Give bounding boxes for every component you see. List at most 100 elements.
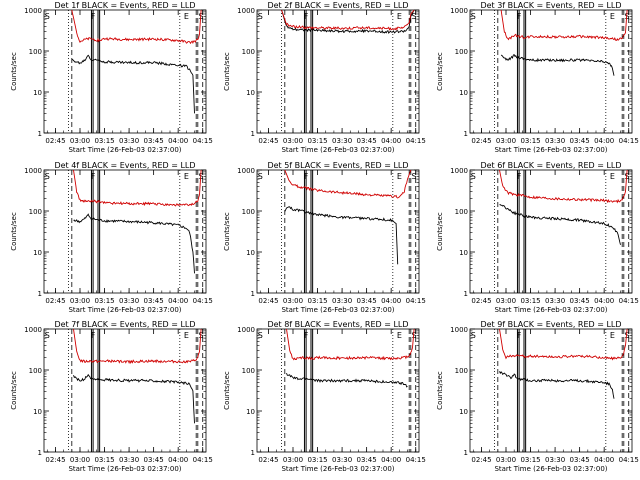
x-axis-label: Start Time (26-Feb-03 02:37:00) xyxy=(494,306,607,314)
x-tick-label: 03:00 xyxy=(70,137,90,145)
y-tick-label: 10 xyxy=(33,89,42,97)
x-tick-label: 03:15 xyxy=(520,297,540,305)
y-tick-label: 10 xyxy=(246,408,255,416)
interval-marker-label: F xyxy=(91,172,96,181)
y-tick-label: 1000 xyxy=(24,7,42,15)
y-tick-label: 1000 xyxy=(237,7,255,15)
interval-marker-label: E xyxy=(397,172,402,181)
panel-det-4: Det 4f BLACK = Events, RED = LLD 1 10 100 10… xyxy=(10,161,213,314)
x-tick-label: 04:00 xyxy=(594,456,614,464)
x-tick-label: 04:00 xyxy=(168,137,188,145)
panel-det-9: Det 9f BLACK = Events, RED = LLD 1 10 100 10… xyxy=(436,320,639,473)
x-tick-label: 03:15 xyxy=(307,137,327,145)
y-axis-label: Counts/sec xyxy=(10,52,18,91)
series-events-line xyxy=(73,373,195,424)
x-tick-label: 04:15 xyxy=(406,297,426,305)
x-tick-label: 04:00 xyxy=(168,297,188,305)
x-axis-label: Start Time (26-Feb-03 02:37:00) xyxy=(68,465,181,473)
series-lld-line xyxy=(71,9,202,45)
series-lld-line xyxy=(286,328,415,361)
y-tick-label: 10 xyxy=(33,249,42,257)
x-tick-label: 03:15 xyxy=(94,297,114,305)
y-tick-label: 1 xyxy=(251,130,255,138)
y-tick-label: 100 xyxy=(242,367,255,375)
x-tick-label: 04:15 xyxy=(193,456,213,464)
x-axis-label: Start Time (26-Feb-03 02:37:00) xyxy=(494,146,607,154)
x-tick-label: 04:00 xyxy=(381,137,401,145)
y-tick-label: 100 xyxy=(242,208,255,216)
interval-marker-label: S xyxy=(412,172,417,181)
y-tick-label: 10 xyxy=(459,89,468,97)
x-tick-label: 03:45 xyxy=(144,456,164,464)
plot-frame xyxy=(469,9,633,134)
series-events-line xyxy=(500,54,615,76)
y-tick-label: 10 xyxy=(246,89,255,97)
x-tick-label: 03:15 xyxy=(94,137,114,145)
panel-title: Det 4f BLACK = Events, RED = LLD xyxy=(54,161,195,170)
interval-marker-label: E xyxy=(184,12,189,21)
x-tick-label: 03:30 xyxy=(545,456,565,464)
y-axis-label: Counts/sec xyxy=(436,52,444,91)
plot-frame xyxy=(256,328,420,453)
series-events-line xyxy=(281,9,415,34)
series-lld-line xyxy=(281,9,415,31)
y-tick-label: 1 xyxy=(251,449,255,457)
y-axis-label: Counts/sec xyxy=(436,212,444,251)
x-tick-label: 03:30 xyxy=(332,137,352,145)
x-tick-label: 03:15 xyxy=(307,297,327,305)
plot-frame xyxy=(256,169,420,294)
x-tick-label: 04:00 xyxy=(594,297,614,305)
panel-det-3: Det 3f BLACK = Events, RED = LLD 1 10 100 10… xyxy=(436,1,639,154)
x-tick-label: 03:30 xyxy=(332,297,352,305)
x-tick-label: 04:15 xyxy=(406,137,426,145)
x-tick-label: 02:45 xyxy=(45,137,65,145)
interval-marker-label: S xyxy=(471,331,476,340)
panel-det-6: Det 6f BLACK = Events, RED = LLD 1 10 100 10… xyxy=(436,161,639,314)
panel-title: Det 8f BLACK = Events, RED = LLD xyxy=(267,320,408,329)
plot-frame xyxy=(43,328,207,453)
interval-marker-label: S xyxy=(625,331,630,340)
x-tick-label: 03:45 xyxy=(570,297,590,305)
interval-marker-label: S xyxy=(412,331,417,340)
panel-det-7: Det 7f BLACK = Events, RED = LLD 1 10 100 10… xyxy=(10,320,213,473)
panel-det-1: Det 1f BLACK = Events, RED = LLD 1 10 100 10… xyxy=(10,1,213,154)
x-tick-label: 03:45 xyxy=(144,297,164,305)
x-tick-label: 03:00 xyxy=(70,456,90,464)
interval-marker-label: F xyxy=(304,12,309,21)
y-tick-label: 100 xyxy=(455,48,468,56)
x-tick-label: 03:30 xyxy=(545,137,565,145)
x-tick-label: 03:45 xyxy=(357,137,377,145)
x-tick-label: 03:30 xyxy=(119,137,139,145)
x-tick-label: 04:15 xyxy=(619,137,639,145)
y-tick-label: 1 xyxy=(464,449,468,457)
interval-marker-label: S xyxy=(471,12,476,21)
x-tick-label: 04:00 xyxy=(381,456,401,464)
series-lld-line xyxy=(73,169,202,207)
x-tick-label: 03:00 xyxy=(496,137,516,145)
interval-marker-label: F xyxy=(304,172,309,181)
interval-marker-label: S xyxy=(45,331,50,340)
panel-det-5: Det 5f BLACK = Events, RED = LLD 1 10 100 10… xyxy=(223,161,426,314)
x-tick-label: 02:45 xyxy=(471,456,491,464)
interval-marker-label: E xyxy=(397,331,402,340)
y-tick-label: 1 xyxy=(464,290,468,298)
series-lld-line xyxy=(73,328,202,364)
y-tick-label: 1000 xyxy=(450,167,468,175)
x-axis-label: Start Time (26-Feb-03 02:37:00) xyxy=(281,465,394,473)
x-tick-label: 03:45 xyxy=(357,456,377,464)
x-axis-label: Start Time (26-Feb-03 02:37:00) xyxy=(281,306,394,314)
interval-marker-label: E xyxy=(610,331,615,340)
x-tick-label: 03:30 xyxy=(545,297,565,305)
plot-frame xyxy=(469,328,633,453)
y-tick-label: 100 xyxy=(242,48,255,56)
x-tick-label: 02:45 xyxy=(45,297,65,305)
y-tick-label: 10 xyxy=(459,408,468,416)
y-tick-label: 100 xyxy=(29,367,42,375)
y-tick-label: 1000 xyxy=(237,326,255,334)
series-events-line xyxy=(71,54,195,114)
series-lld-line xyxy=(500,9,628,41)
x-axis-label: Start Time (26-Feb-03 02:37:00) xyxy=(68,146,181,154)
x-tick-label: 04:00 xyxy=(168,456,188,464)
interval-marker-label: E xyxy=(184,331,189,340)
